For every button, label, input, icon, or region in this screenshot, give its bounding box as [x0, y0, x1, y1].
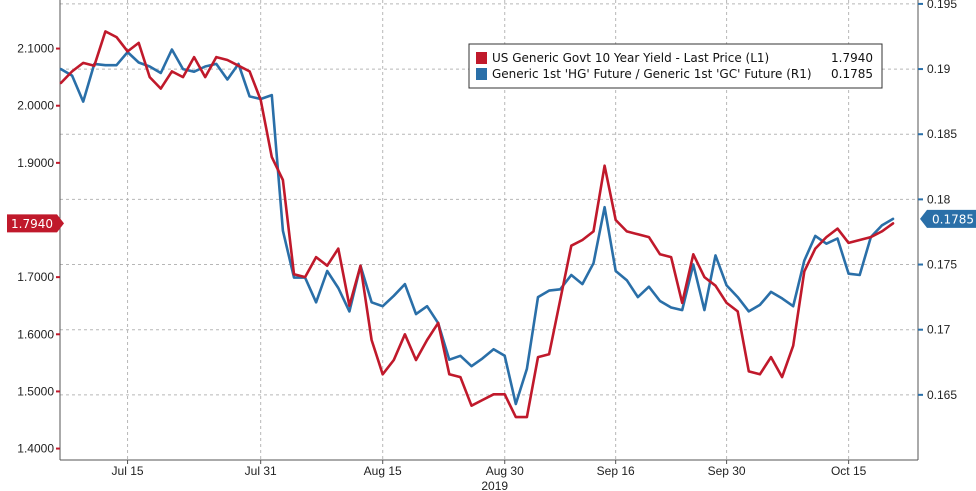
left-last-value-label: 1.7940	[11, 217, 53, 231]
series-line-10y-yield	[59, 30, 895, 419]
right-last-value-tag	[920, 209, 976, 228]
right-axis-tick-label: 0.165	[927, 388, 957, 402]
left-axis-tick-label: 1.4000	[17, 442, 54, 456]
legend-label-left-series: US Generic Govt 10 Year Yield - Last Pri…	[492, 51, 769, 65]
legend-label-right-series: Generic 1st 'HG' Future / Generic 1st 'G…	[492, 67, 812, 81]
x-axis-tick-label: Sep 30	[708, 464, 746, 478]
right-axis-tick-label: 0.195	[927, 0, 957, 11]
right-axis-tick-label: 0.17	[927, 323, 951, 337]
right-axis-tick-label: 0.19	[927, 62, 951, 76]
x-axis-tick-label: Sep 16	[597, 464, 635, 478]
left-axis-tick-label: 1.6000	[17, 327, 54, 341]
legend-swatch-right-series	[476, 68, 487, 80]
legend-box	[468, 43, 883, 89]
left-axis-tick-label: 2.1000	[17, 42, 54, 56]
left-axis-tick-label: 1.7000	[17, 270, 54, 284]
x-axis-year-label: 2019	[481, 479, 508, 491]
x-axis-tick-label: Oct 15	[831, 464, 867, 478]
x-axis-tick-label: Aug 30	[486, 464, 524, 478]
series-line-copper-gold-ratio	[59, 48, 895, 406]
legend: US Generic Govt 10 Year Yield - Last Pri…	[468, 43, 883, 89]
legend-value-right-series: 0.1785	[831, 67, 873, 81]
x-axis-tick-label: Jul 15	[112, 464, 144, 478]
last-value-tags: 1.7940 0.1785	[7, 209, 976, 233]
legend-value-left-series: 1.7940	[831, 51, 873, 65]
right-axis-tick-label: 0.175	[927, 258, 957, 272]
legend-swatch-left-series	[476, 52, 487, 64]
left-last-value-tag	[7, 214, 64, 233]
right-axis-tick-label: 0.18	[927, 192, 951, 206]
right-last-value-label: 0.1785	[932, 212, 974, 226]
left-axis-tick-label: 2.0000	[17, 99, 54, 113]
series-lines	[59, 30, 895, 419]
x-axis-tick-label: Aug 15	[364, 464, 402, 478]
left-axis-tick-label: 1.9000	[17, 156, 54, 170]
right-axis-tick-label: 0.185	[927, 127, 957, 141]
x-axis-tick-label: Jul 31	[245, 464, 277, 478]
left-axis-tick-label: 1.5000	[17, 384, 54, 398]
